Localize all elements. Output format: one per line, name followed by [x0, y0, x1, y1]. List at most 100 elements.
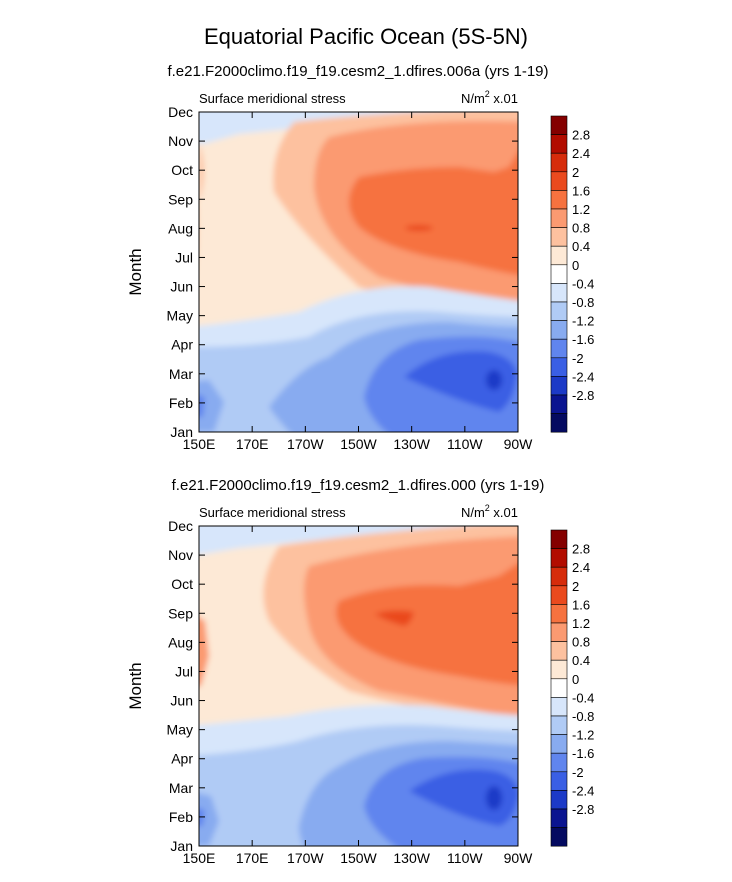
panel-2-units: N/m2 x.01	[461, 503, 518, 520]
figure-title: Equatorial Pacific Ocean (5S-5N)	[204, 24, 528, 49]
x-tick-label: 130W	[393, 850, 430, 866]
y-tick-label: May	[167, 308, 193, 324]
colorbar-label: -2.8	[572, 388, 594, 403]
colorbar-swatch	[550, 771, 568, 791]
p2-band-neg-20	[409, 769, 518, 826]
panel-1-left-string: Surface meridional stress	[199, 91, 346, 106]
p2-band-neg-12-west	[199, 793, 219, 846]
panel-1: f.e21.F2000climo.f19_f19.cesm2_1.dfires.…	[126, 63, 594, 452]
colorbar-swatch	[550, 301, 568, 321]
p2-band-pos-16	[374, 610, 414, 626]
colorbar-swatch	[550, 604, 568, 624]
colorbar-swatch	[550, 808, 568, 828]
panel-2-y-axis: Jan Feb Mar Apr May Jun Jul Aug Sep Oct Nov Dec	[167, 518, 518, 854]
y-tick-label: Sep	[168, 191, 193, 207]
colorbar-swatch	[550, 376, 568, 396]
x-tick-label: 170E	[236, 436, 269, 452]
y-tick-label: Jul	[175, 663, 193, 679]
colorbar-swatch	[550, 171, 568, 191]
colorbar-swatch	[550, 338, 568, 359]
colorbar-label: 0.4	[572, 653, 590, 668]
colorbar-label: 2.8	[572, 542, 590, 557]
colorbar-label: 2.4	[572, 146, 590, 161]
y-tick-label: Oct	[171, 576, 193, 592]
colorbar-label: 0.8	[572, 221, 590, 236]
y-tick-label: Jun	[170, 279, 193, 295]
y-tick-label: Nov	[168, 547, 193, 563]
colorbar-label: -2	[572, 765, 584, 780]
x-tick-label: 170E	[236, 850, 269, 866]
y-tick-label: Sep	[168, 605, 193, 621]
colorbar-swatch	[550, 529, 568, 549]
p1-band-neg-20	[404, 351, 517, 412]
colorbar-label: 2.8	[572, 128, 590, 143]
colorbar-label: -2.4	[572, 369, 594, 384]
p1-band-neg-12-west	[199, 380, 224, 432]
colorbar-swatch	[550, 245, 568, 266]
y-tick-label: Aug	[168, 634, 193, 650]
colorbar-swatch	[550, 752, 568, 773]
colorbar-swatch	[550, 790, 568, 810]
colorbar-label: 0.4	[572, 239, 590, 254]
x-tick-label: 130W	[393, 436, 430, 452]
y-tick-label: Apr	[171, 337, 193, 353]
p1-band-neg-west-edge	[199, 395, 205, 417]
colorbar-label: -1.6	[572, 332, 594, 347]
y-tick-label: Feb	[169, 395, 193, 411]
p1-band-neg-24	[486, 370, 502, 390]
x-tick-label: 150E	[183, 436, 216, 452]
colorbar-swatch	[550, 566, 568, 587]
panel-2-left-string: Surface meridional stress	[199, 505, 346, 520]
panel-2-colorbar: 2.8 2.4 2 1.6 1.2 0.8 0.4 0 -0.4 -0.8 -1.2 -1.6 -2 -2…	[550, 529, 594, 847]
colorbar-swatch	[550, 208, 568, 228]
x-tick-label: 150W	[340, 850, 377, 866]
colorbar-swatch	[550, 320, 568, 340]
panel-1-contour-plot	[199, 112, 518, 432]
p1-band-pos-12	[349, 152, 518, 276]
x-tick-label: 170W	[287, 436, 324, 452]
colorbar-swatch	[550, 152, 568, 173]
y-tick-label: Nov	[168, 133, 193, 149]
colorbar-swatch	[550, 734, 568, 754]
x-tick-label: 170W	[287, 850, 324, 866]
colorbar-swatch	[550, 715, 568, 735]
colorbar-label: -1.2	[572, 728, 594, 743]
panel-1-x-axis: 150E 170E 170W 150W 130W 110W 90W	[183, 112, 533, 452]
colorbar-label: 1.6	[572, 183, 590, 198]
y-tick-label: Jun	[170, 693, 193, 709]
panel-1-units: N/m2 x.01	[461, 89, 518, 106]
y-tick-label: Feb	[169, 809, 193, 825]
y-tick-label: Jan	[170, 424, 193, 440]
p2-band-pos-08-west	[199, 617, 209, 687]
colorbar-label: 2	[572, 165, 579, 180]
panel-1-subtitle: f.e21.F2000climo.f19_f19.cesm2_1.dfires.…	[167, 63, 548, 80]
colorbar-swatch	[550, 548, 568, 568]
y-tick-label: Aug	[168, 220, 193, 236]
colorbar-label: -2.4	[572, 783, 594, 798]
y-tick-label: Apr	[171, 751, 193, 767]
x-tick-label: 110W	[447, 850, 483, 866]
colorbar-swatch	[550, 827, 568, 847]
y-tick-label: Jul	[175, 249, 193, 265]
panel-2-ylabel: Month	[126, 662, 145, 709]
p1-band-pos-16	[405, 225, 433, 231]
y-tick-label: Dec	[168, 104, 193, 120]
panel-1-y-axis: Jan Feb Mar Apr May Jun Jul Aug Sep Oct Nov Dec	[167, 104, 518, 440]
p1-band-top-neg	[199, 112, 518, 144]
colorbar-swatch	[550, 641, 568, 661]
colorbar-swatch	[550, 190, 568, 210]
colorbar-swatch	[550, 585, 568, 605]
colorbar-swatch	[550, 134, 568, 154]
colorbar-label: -1.6	[572, 746, 594, 761]
colorbar-label: 0	[572, 672, 579, 687]
colorbar-swatch	[550, 357, 568, 377]
panel-1-colorbar: 2.8 2.4 2 1.6 1.2 0.8 0.4 0 -0.4 -0.8 -1.2 -1.6 -2 -2…	[550, 115, 594, 433]
x-tick-label: 90W	[504, 850, 534, 866]
panel-2-subtitle: f.e21.F2000climo.f19_f19.cesm2_1.dfires.…	[172, 477, 545, 494]
colorbar-label: -0.4	[572, 690, 594, 705]
colorbar-label: -0.4	[572, 276, 594, 291]
colorbar-swatch	[550, 394, 568, 414]
y-tick-label: Mar	[169, 780, 193, 796]
x-tick-label: 110W	[447, 436, 483, 452]
